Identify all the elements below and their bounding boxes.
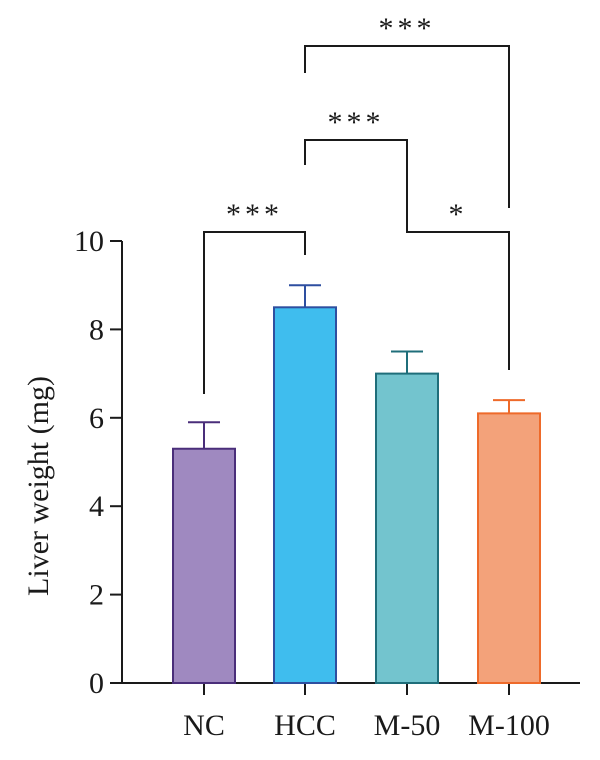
y-tick-label: 8 <box>89 313 104 346</box>
significance-label: *** <box>379 12 436 45</box>
y-tick-label: 10 <box>74 225 104 258</box>
x-tick-label: NC <box>183 709 225 742</box>
x-tick-label: HCC <box>274 709 336 742</box>
x-tick-label: M-50 <box>374 709 441 742</box>
significance-label: *** <box>328 106 385 139</box>
y-axis-label: Liver weight (mg) <box>22 376 55 596</box>
significance-bracket <box>203 231 306 394</box>
significance-bracket <box>304 139 408 208</box>
bar <box>273 306 337 684</box>
y-tick-label: 4 <box>89 490 104 523</box>
bar <box>172 447 236 684</box>
x-tick-label: M-100 <box>468 709 550 742</box>
significance-bracket <box>406 208 510 370</box>
y-tick-label: 0 <box>89 667 104 700</box>
y-tick-label: 2 <box>89 579 104 612</box>
axes: 0 2 4 6 8 10 NC HCC M-50 M-100 <box>74 225 580 742</box>
significance-label: * <box>449 198 468 231</box>
error-bars <box>188 284 525 449</box>
significance-label: *** <box>226 198 283 231</box>
bars <box>172 306 541 684</box>
y-tick-label: 6 <box>89 402 104 435</box>
bar <box>477 412 541 684</box>
significance-brackets: ********** <box>203 12 510 394</box>
significance-bracket <box>304 45 510 208</box>
bar <box>375 372 439 684</box>
